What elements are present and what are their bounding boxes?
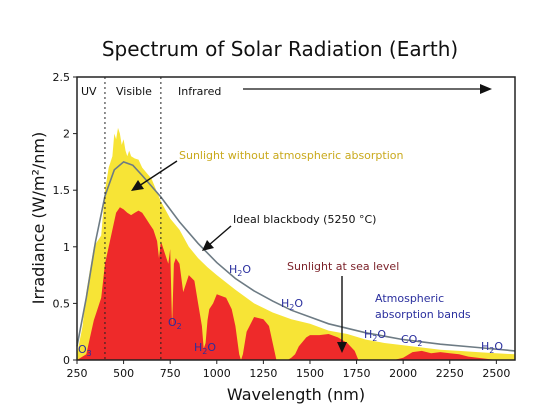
- x-tick-label: 750: [160, 367, 181, 380]
- x-tick-label: 1750: [343, 367, 371, 380]
- region-label-visible: Visible: [116, 85, 152, 98]
- series-area-sea-level: [77, 207, 515, 360]
- annotation-arrow-sea-level: [337, 276, 347, 353]
- molecule-label-h2o-4: H2O: [364, 328, 386, 343]
- annotation-bands-line2: absorption bands: [375, 308, 471, 321]
- series-line-blackbody: [76, 160, 516, 352]
- x-tick-label: 2250: [436, 367, 464, 380]
- molecule-label-h2o-2: H2O: [229, 263, 251, 278]
- x-tick-label: 500: [113, 367, 134, 380]
- y-tick-label: 0.5: [53, 297, 71, 310]
- y-axis-label: Irradiance (W/m²/nm): [29, 132, 48, 304]
- molecule-label-h2o-3: H2O: [281, 297, 303, 312]
- molecule-label-h2o-1: H2O: [194, 341, 216, 356]
- y-tick-label: 2: [63, 128, 70, 141]
- region-label-infrared: Infrared: [178, 85, 221, 98]
- x-tick-label: 1250: [249, 367, 277, 380]
- chart-title: Spectrum of Solar Radiation (Earth): [102, 37, 458, 61]
- y-axis-ticks: 0 0.5 1 1.5 2 2.5: [53, 71, 77, 367]
- x-axis-label: Wavelength (nm): [227, 385, 365, 404]
- plot-frame: [76, 76, 516, 361]
- y-tick-label: 1.5: [53, 184, 71, 197]
- y-tick-label: 0: [63, 354, 70, 367]
- x-tick-label: 250: [67, 367, 88, 380]
- x-tick-label: 2500: [482, 367, 510, 380]
- y-tick-label: 2.5: [53, 71, 71, 84]
- molecule-label-o2: O2: [168, 316, 182, 331]
- y-tick-label: 1: [63, 241, 70, 254]
- infrared-arrow: [243, 84, 492, 94]
- molecule-label-h2o-5: H2O: [481, 340, 503, 355]
- annotation-arrow-blackbody: [202, 225, 232, 251]
- x-tick-label: 1000: [203, 367, 231, 380]
- region-dividers: [104, 77, 162, 360]
- plot-area: [76, 76, 516, 361]
- molecule-label-o3: O3: [78, 343, 92, 358]
- annotation-bands-line1: Atmospheric: [375, 292, 444, 305]
- x-axis-ticks: 250 500 750 1000 1250 1500 1750 2000 2250 2500: [67, 360, 510, 380]
- x-tick-label: 1500: [296, 367, 324, 380]
- molecule-label-co2: CO2: [401, 333, 422, 348]
- region-label-uv: UV: [81, 85, 97, 98]
- annotation-sea-level: Sunlight at sea level: [287, 260, 399, 273]
- annotation-no-atmosphere: Sunlight without atmospheric absorption: [179, 149, 404, 162]
- x-tick-label: 2000: [389, 367, 417, 380]
- series-layer: [76, 127, 516, 361]
- annotation-blackbody: Ideal blackbody (5250 °C): [233, 213, 376, 226]
- annotation-arrow-no-atmosphere: [131, 160, 178, 191]
